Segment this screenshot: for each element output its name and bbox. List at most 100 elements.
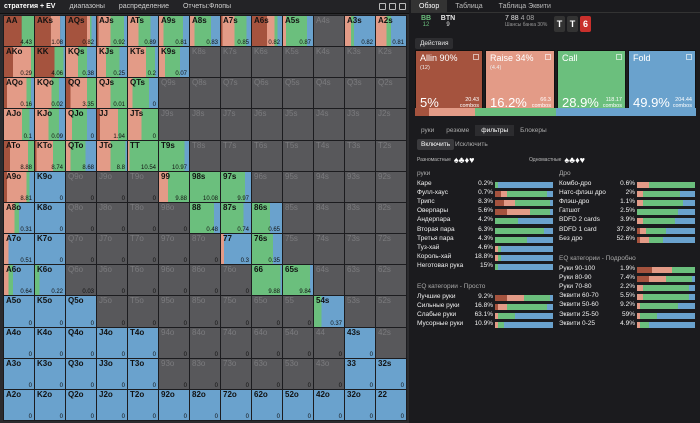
hand-cell[interactable]: 62o 0 xyxy=(251,388,283,421)
hand-cell[interactable]: A2o 0 xyxy=(3,388,35,421)
hand-cell[interactable]: J2s xyxy=(375,108,407,141)
action-card-raise[interactable]: Raise 34% (4.4) 16.2% 66.3 combos xyxy=(485,50,555,116)
action-card-fold[interactable]: Fold 49.9% 204.44 combos xyxy=(628,50,696,116)
hand-cell[interactable]: KTs 0.2 xyxy=(127,46,159,79)
eq-detail-row[interactable]: Эквити 50-60 9.2% xyxy=(559,301,700,310)
hand-cell[interactable]: 77 0.3 xyxy=(220,233,252,266)
eq-detail-row[interactable]: Эквити 60-70 5.5% xyxy=(559,292,700,301)
hand-cell[interactable]: Q4o 0 xyxy=(65,326,97,359)
hand-cell[interactable]: 63o 0 xyxy=(251,357,283,390)
hand-cell[interactable]: 32o 0 xyxy=(344,388,376,421)
hand-cell[interactable]: 32s 0 xyxy=(375,357,407,390)
hand-cell[interactable]: K9s 0.07 xyxy=(158,46,190,79)
hand-cell[interactable]: KJo 0.09 xyxy=(34,108,66,141)
hand-cell[interactable]: Q7o 0 xyxy=(65,233,97,266)
reports-dropdown[interactable]: Отчеты:Флопы xyxy=(182,3,232,10)
hand-cell[interactable]: 66 9.88 xyxy=(251,264,283,297)
suits-diff[interactable]: Разномастные ♠♣♦♥ xyxy=(417,155,475,165)
eq-detail-row[interactable]: Руки 80-90 7.4% xyxy=(559,274,700,283)
hand-cell[interactable]: K7s xyxy=(220,46,252,79)
hand-cell[interactable]: AA 4.43 xyxy=(3,15,35,48)
suits-same[interactable]: Одномастные ♠♣♦♥ xyxy=(529,155,586,165)
draw-filter-row[interactable]: Комбо-дро 0.6% xyxy=(559,180,700,189)
hand-cell[interactable]: Q2s xyxy=(375,77,407,110)
hand-cell[interactable]: T7s xyxy=(220,139,252,172)
hand-cell[interactable]: 82s xyxy=(375,201,407,235)
hand-cell[interactable]: 75o 0 xyxy=(220,295,252,328)
hand-cell[interactable]: T3o 0 xyxy=(127,357,159,390)
hand-cell[interactable]: 83s xyxy=(344,201,376,235)
hand-cell[interactable]: AQo 0.16 xyxy=(3,77,35,110)
eq-detail-row[interactable]: Эквити 0-25 4.9% xyxy=(559,320,700,329)
hand-cell[interactable]: Q9o 0 xyxy=(65,170,97,203)
hand-cell[interactable]: 96o 0 xyxy=(158,264,190,297)
ranges-tab[interactable]: диапазоны xyxy=(69,3,105,10)
hand-cell[interactable]: KTo 8.74 xyxy=(34,139,66,172)
eq-detail-row[interactable]: Руки 90-100 1.9% xyxy=(559,265,700,274)
hand-cell[interactable]: A9s 0.81 xyxy=(158,15,190,48)
hand-cell[interactable]: AQs 0.82 xyxy=(65,15,97,48)
eq-simple-row[interactable]: Лучшие руки 9.2% xyxy=(417,293,575,302)
hand-cell[interactable]: Q5s xyxy=(282,77,314,110)
hand-cell[interactable]: T2s xyxy=(375,139,407,172)
hand-cell[interactable]: 75s xyxy=(282,233,314,266)
hand-cell[interactable]: Q9s xyxy=(158,77,190,110)
hand-cell[interactable]: J8s xyxy=(189,108,221,141)
tab-table[interactable]: Таблица xyxy=(455,2,483,10)
hand-cell[interactable]: 94o 0 xyxy=(158,326,190,359)
hand-cell[interactable]: 42s xyxy=(375,326,407,359)
hand-cell[interactable]: 73o 0 xyxy=(220,357,252,390)
hand-cell[interactable]: K4s xyxy=(313,46,345,79)
tab-equity-table[interactable]: Таблица Эквити xyxy=(498,2,551,10)
include-button[interactable]: Включить xyxy=(417,139,455,150)
hand-cell[interactable]: 43o 0 xyxy=(313,357,345,390)
hand-cell[interactable]: A5s 0.87 xyxy=(282,15,314,48)
draw-filter-row[interactable]: Без дро 52.6% xyxy=(559,235,700,244)
hand-cell[interactable]: J3s xyxy=(344,108,376,141)
hand-cell[interactable]: 82o 0 xyxy=(189,388,221,421)
draw-filter-row[interactable]: BDFD 1 card 37.3% xyxy=(559,226,700,235)
hand-cell[interactable]: 96s xyxy=(251,170,283,203)
hand-cell[interactable]: 87s 0.74 xyxy=(220,201,252,235)
tab-blockers[interactable]: Блокеры xyxy=(520,127,547,134)
hand-cell[interactable]: QQ 3.35 xyxy=(65,77,97,110)
eq-simple-row[interactable]: Слабые руки 63.1% xyxy=(417,311,575,320)
hand-cell[interactable]: 86o 0 xyxy=(189,264,221,297)
strategy-dropdown[interactable]: стратегия + EV xyxy=(4,3,56,10)
hand-cell[interactable]: Q2o 0 xyxy=(65,388,97,421)
hand-cell[interactable]: K2s xyxy=(375,46,407,79)
hand-cell[interactable]: T4s xyxy=(313,139,345,172)
eq-detail-row[interactable]: Руки 70-80 2.2% xyxy=(559,283,700,292)
hand-cell[interactable]: K7o 0 xyxy=(34,233,66,266)
hand-cell[interactable]: T2o 0 xyxy=(127,388,159,421)
hand-cell[interactable]: 84o 0 xyxy=(189,326,221,359)
hand-cell[interactable]: 42o 0 xyxy=(313,388,345,421)
hand-cell[interactable]: 92o 0 xyxy=(158,388,190,421)
hand-cell[interactable]: T6o 0 xyxy=(127,264,159,297)
hand-cell[interactable]: J6o 0 xyxy=(96,264,128,297)
hand-cell[interactable]: J7s xyxy=(220,108,252,141)
hand-filter-row[interactable]: Третья пара 4.3% xyxy=(417,235,575,244)
hand-cell[interactable]: AKo 0.29 xyxy=(3,46,35,79)
hand-cell[interactable]: 65o 0 xyxy=(251,295,283,328)
hand-cell[interactable]: A7s 0.85 xyxy=(220,15,252,48)
hand-filter-row[interactable]: Оверпары 5.6% xyxy=(417,207,575,216)
distribution-tab[interactable]: распределение xyxy=(118,3,169,10)
hand-cell[interactable]: Q4s xyxy=(313,77,345,110)
hand-cell[interactable]: Q5o 0 xyxy=(65,295,97,328)
hand-cell[interactable]: ATo 8.88 xyxy=(3,139,35,172)
list-icon[interactable] xyxy=(389,3,396,10)
expand-icon[interactable] xyxy=(616,54,622,60)
hand-cell[interactable]: 95s xyxy=(282,170,314,203)
hand-cell[interactable]: T5s xyxy=(282,139,314,172)
hand-cell[interactable]: K8s xyxy=(189,46,221,79)
tab-filters[interactable]: фильтры xyxy=(475,125,515,136)
hand-cell[interactable]: 88 0.48 xyxy=(189,201,221,235)
hand-cell[interactable]: Q6s xyxy=(251,77,283,110)
hand-filter-row[interactable]: Король-хай 18.8% xyxy=(417,253,575,262)
hand-cell[interactable]: J4s xyxy=(313,108,345,141)
expand-icon[interactable] xyxy=(545,54,551,60)
hand-cell[interactable]: T4o 0 xyxy=(127,326,159,359)
tab-hands[interactable]: руки xyxy=(421,127,435,134)
hand-cell[interactable]: J5s xyxy=(282,108,314,141)
